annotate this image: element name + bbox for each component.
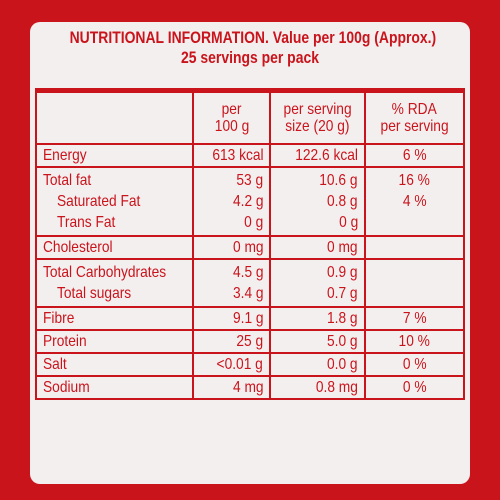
- table-row-fibre: Fibre 9.1 g 1.8 g 7 %: [34, 306, 466, 331]
- nutrition-table: per 100 g per serving size (20 g) % RDA …: [34, 91, 466, 400]
- nutrition-title: NUTRITIONAL INFORMATION. Value per 100g …: [69, 28, 437, 47]
- column-header-row: per 100 g per serving size (20 g) % RDA …: [34, 91, 466, 145]
- table-row-fat: Total fat Saturated Fat Trans Fat 53 g 4…: [34, 166, 466, 237]
- rda-column-header: % RDA per serving: [363, 91, 466, 145]
- table-row-cholesterol: Cholesterol 0 mg 0 mg: [34, 235, 466, 260]
- table-row-sodium: Sodium 4 mg 0.8 mg 0 %: [34, 375, 466, 400]
- nutrient-column-header: [34, 91, 195, 145]
- per100g-column-header: per 100 g: [192, 91, 272, 145]
- table-row-carbohydrates: Total Carbohydrates Total sugars 4.5 g 3…: [34, 258, 466, 308]
- per-serving-column-header: per serving size (20 g): [269, 91, 366, 145]
- title-rule: [35, 88, 465, 91]
- servings-per-pack: 25 servings per pack: [181, 48, 319, 67]
- table-row-salt: Salt <0.01 g 0.0 g 0 %: [34, 352, 466, 377]
- table-row-protein: Protein 25 g 5.0 g 10 %: [34, 329, 466, 354]
- table-row-energy: Energy 613 kcal 122.6 kcal 6 %: [34, 143, 466, 168]
- nutrition-label-panel: NUTRITIONAL INFORMATION. Value per 100g …: [30, 22, 470, 484]
